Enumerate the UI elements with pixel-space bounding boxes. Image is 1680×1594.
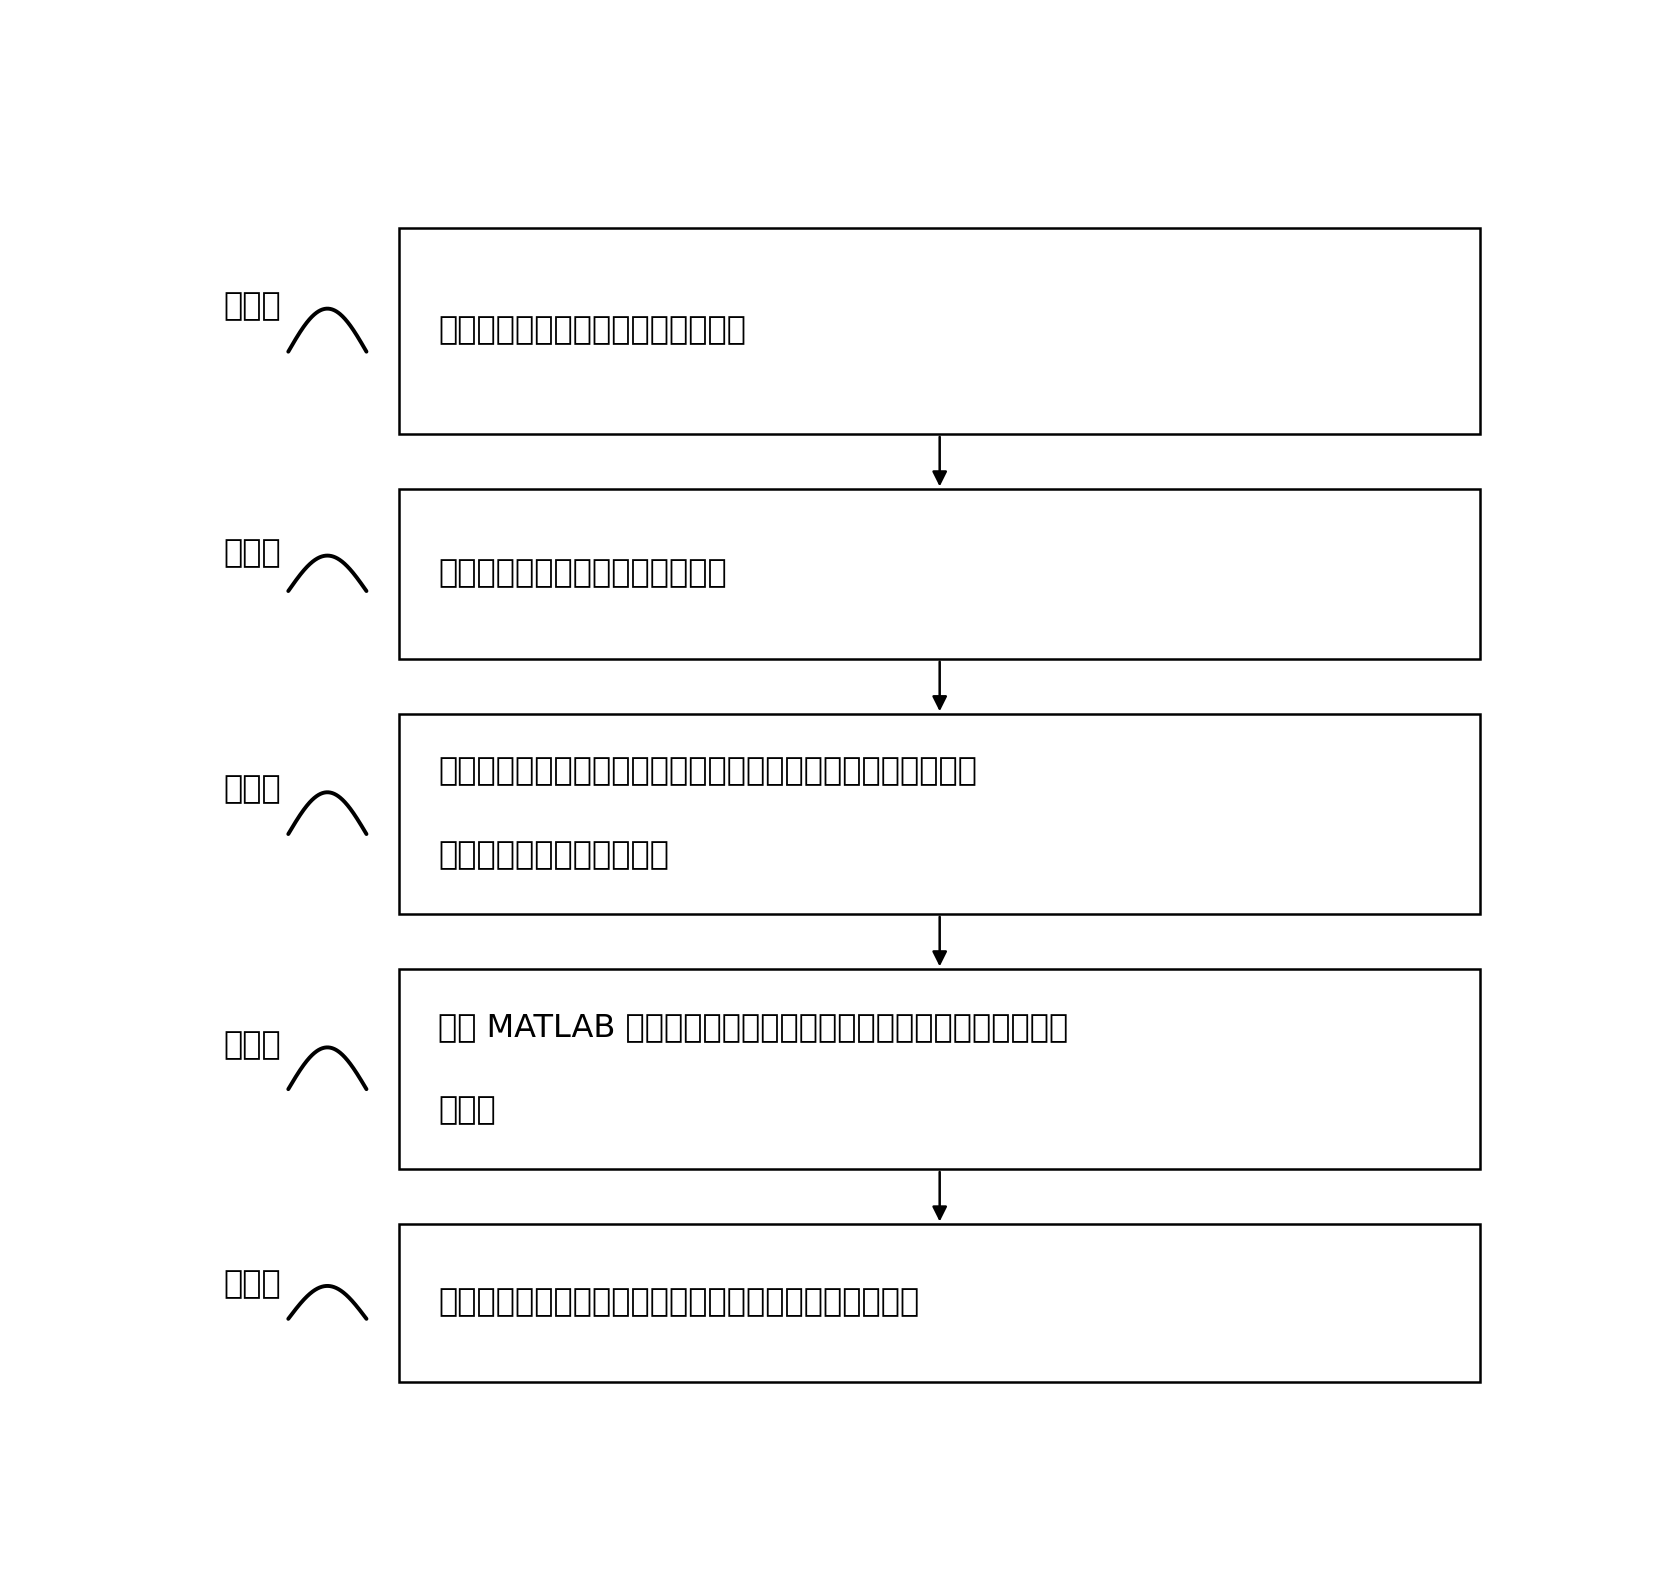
Text: 运用 MATLAB 工具箱求解优化问题，得到优化的期望闭环传递函数: 运用 MATLAB 工具箱求解优化问题，得到优化的期望闭环传递函数: [438, 1012, 1068, 1042]
Text: 构造期望闭环传递函数的结构形式: 构造期望闭环传递函数的结构形式: [438, 558, 726, 590]
Text: 步骤三: 步骤三: [223, 775, 281, 805]
Text: 步骤一: 步骤一: [223, 290, 281, 322]
Text: 步骤五: 步骤五: [223, 1269, 281, 1299]
Text: 运用被控对象传递函数及期望闭环传递函数求解出控制器: 运用被控对象传递函数及期望闭环传递函数求解出控制器: [438, 1288, 919, 1318]
Text: 步骤二: 步骤二: [223, 539, 281, 569]
Text: 步骤四: 步骤四: [223, 1030, 281, 1060]
Text: 递函数参数之间的数学关系: 递函数参数之间的数学关系: [438, 840, 669, 872]
Text: 建立系统频响指标、剪切频率和稳定裕度设计约束与期望闭环传: 建立系统频响指标、剪切频率和稳定裕度设计约束与期望闭环传: [438, 757, 976, 787]
Text: 的参数: 的参数: [438, 1095, 496, 1127]
FancyBboxPatch shape: [398, 489, 1480, 658]
FancyBboxPatch shape: [398, 228, 1480, 434]
FancyBboxPatch shape: [398, 1224, 1480, 1382]
FancyBboxPatch shape: [398, 714, 1480, 913]
Text: 系统辨识，确定被控对象的传递函数: 系统辨识，确定被控对象的传递函数: [438, 316, 746, 346]
FancyBboxPatch shape: [398, 969, 1480, 1168]
